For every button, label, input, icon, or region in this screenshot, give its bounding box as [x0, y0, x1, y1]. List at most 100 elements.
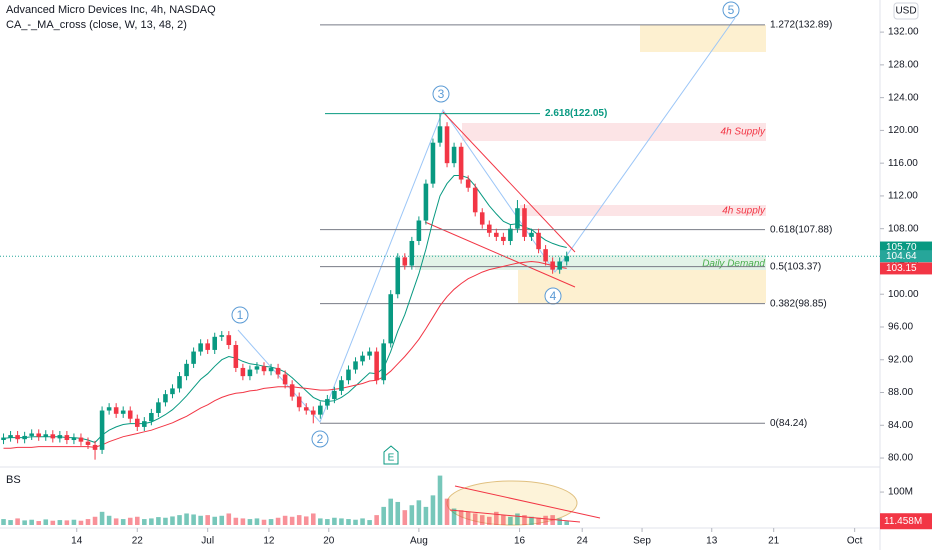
volume-bar: [472, 513, 478, 525]
supply-zone: [462, 123, 766, 141]
candle-body: [57, 435, 63, 439]
fib-label: 0.5(103.37): [770, 261, 821, 272]
wave-circle: [722, 1, 740, 19]
candle-body: [99, 410, 105, 450]
volume-bar: [113, 518, 119, 525]
volume-bar: [494, 511, 499, 525]
candle-body: [50, 434, 56, 439]
volume-bar: [233, 517, 239, 525]
target-zone: [640, 25, 766, 52]
wave-circle: [432, 85, 450, 103]
candle-body: [536, 232, 541, 250]
volume-bar: [374, 515, 379, 525]
trendline: [424, 221, 576, 288]
candle-body: [85, 441, 91, 445]
volume-bar: [156, 517, 161, 525]
volume-bar: [163, 517, 168, 525]
x-tick-label: 20: [323, 536, 335, 547]
wave-circle: [311, 430, 329, 448]
event-icon[interactable]: [383, 445, 399, 465]
candle-body: [529, 232, 534, 237]
volume-bar: [381, 506, 386, 525]
x-tick-label: 22: [132, 536, 144, 547]
volume-bar: [501, 515, 506, 525]
y-tick-label: 100.00: [888, 289, 919, 300]
indicator-label: CA_-_MA_cross (close, W, 13, 48, 2): [6, 19, 187, 31]
candle-body: [550, 261, 555, 270]
volume-bar: [332, 517, 337, 525]
volume-bar: [543, 515, 548, 525]
candle-body: [564, 256, 570, 262]
candle-body: [402, 257, 408, 266]
candle-body: [494, 232, 499, 237]
volume-bar: [430, 495, 436, 525]
volume-tick-label: 100M: [888, 487, 913, 498]
candle-body: [226, 335, 232, 346]
candle-body: [557, 261, 562, 270]
volume-bar: [43, 519, 49, 525]
candle-body: [296, 396, 302, 408]
y-tick-label: 108.00: [888, 223, 919, 234]
volume-bar: [564, 521, 570, 525]
candle-body: [71, 437, 77, 441]
volume-bar: [416, 500, 422, 525]
candle-body: [472, 187, 478, 213]
volume-bar: [325, 519, 330, 525]
y-tick-label: 132.00: [888, 27, 919, 38]
x-tick-label: Sep: [633, 536, 651, 547]
candle-body: [149, 412, 154, 422]
price-tag-label: 104.64: [886, 251, 917, 262]
volume-bar: [318, 518, 323, 525]
candle-body: [346, 369, 351, 381]
currency-box[interactable]: [893, 2, 919, 20]
x-tick-label: Jul: [201, 536, 214, 547]
candle-body: [458, 146, 464, 180]
volume-bar: [282, 515, 288, 525]
volume-bar: [268, 519, 274, 525]
wave-label: 1: [237, 308, 244, 322]
volume-bar: [388, 498, 394, 525]
volume-bar: [360, 518, 365, 525]
candle-body: [191, 351, 196, 364]
candle-body: [303, 407, 309, 411]
wave-circle: [231, 306, 249, 324]
candle-body: [261, 366, 267, 372]
fib-label: 2.618(122.05): [545, 108, 607, 119]
volume-bar: [303, 516, 309, 525]
zone-label: Daily Demand: [702, 259, 765, 270]
volume-bar: [550, 515, 555, 525]
chart-title: Advanced Micro Devices Inc, 4h, NASDAQ: [6, 4, 216, 16]
candle-body: [127, 410, 133, 419]
candle-body: [198, 343, 203, 352]
x-tick-label: 12: [263, 536, 275, 547]
volume-bar: [99, 511, 105, 525]
volume-bar: [36, 521, 42, 525]
volume-bar: [106, 515, 112, 525]
x-tick-label: 24: [577, 536, 589, 547]
volume-bar: [120, 519, 126, 525]
candle-body: [522, 208, 527, 237]
candle-body: [219, 335, 225, 337]
wave-label: 5: [728, 3, 735, 17]
volume-bar: [254, 518, 260, 525]
candle-body: [437, 126, 443, 143]
candle-body: [268, 367, 274, 372]
volume-bar: [205, 515, 210, 525]
candle-body: [184, 363, 189, 377]
zone-label: 4h Supply: [721, 127, 766, 138]
candle-body: [142, 421, 147, 427]
volume-bar: [508, 516, 513, 525]
candle-body: [318, 405, 323, 415]
volume-bar: [78, 520, 84, 525]
candle-body: [240, 367, 246, 377]
volume-bar: [339, 518, 344, 525]
candle-body: [113, 407, 119, 414]
volume-bar: [529, 516, 534, 525]
volume-bar: [423, 506, 429, 525]
candle-body: [423, 183, 429, 221]
fib-label: 0(84.24): [770, 418, 807, 429]
candle-body: [275, 367, 281, 375]
volume-bar: [198, 515, 203, 525]
volume-bar: [184, 513, 189, 525]
